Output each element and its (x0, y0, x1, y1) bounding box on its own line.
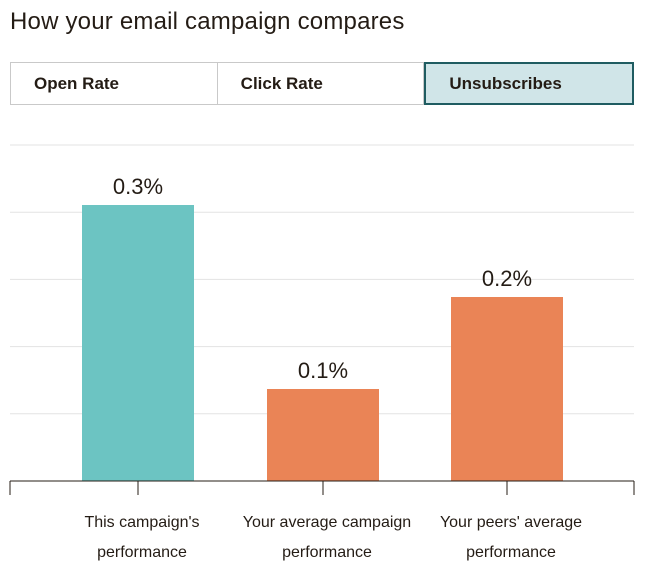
chart-bars (82, 205, 563, 481)
page-title: How your email campaign compares (10, 8, 405, 35)
chart-x-axis (9, 480, 635, 495)
bar[interactable] (451, 297, 563, 481)
category-label: Your average campaign performance (243, 514, 411, 561)
bar[interactable] (82, 205, 194, 481)
metric-tabs: Open Rate Click Rate Unsubscribes (10, 62, 635, 105)
tab-unsubscribes[interactable]: Unsubscribes (424, 62, 635, 105)
bar[interactable] (267, 389, 379, 481)
chart-category-labels: This campaign's performance Your average c… (84, 514, 582, 561)
tab-click-rate[interactable]: Click Rate (217, 62, 425, 105)
bar-value-label: 0.2% (482, 266, 532, 291)
category-label: This campaign's performance (84, 514, 199, 561)
bar-value-label: 0.1% (298, 358, 348, 383)
tab-open-rate[interactable]: Open Rate (10, 62, 218, 105)
bar-value-label: 0.3% (113, 174, 163, 199)
chart-value-labels: 0.3% 0.1% 0.2% (113, 174, 532, 383)
category-label: Your peers' average performance (440, 514, 582, 561)
